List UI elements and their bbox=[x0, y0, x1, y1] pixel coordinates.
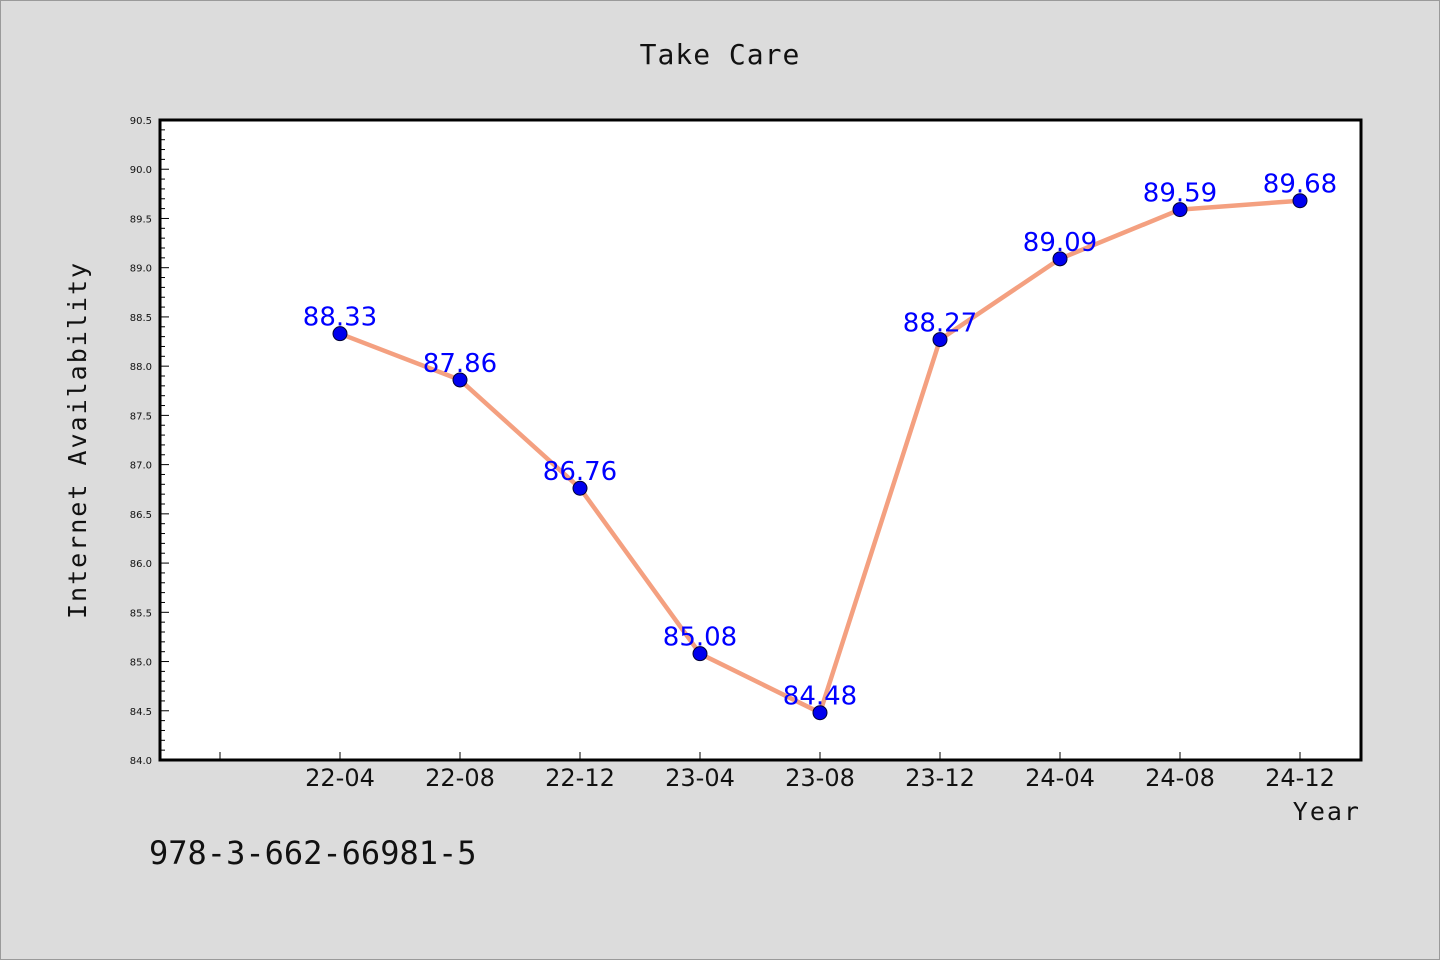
data-point bbox=[332, 326, 348, 342]
y-tick-label: 86.5 bbox=[130, 510, 152, 521]
data-point bbox=[692, 646, 708, 662]
x-tick-label: 24-12 bbox=[1265, 764, 1335, 792]
x-tick-label: 24-04 bbox=[1025, 764, 1095, 792]
x-tick-label: 22-08 bbox=[425, 764, 495, 792]
data-point bbox=[1292, 193, 1308, 209]
data-label: 86.76 bbox=[543, 457, 617, 487]
chart-title: Take Care bbox=[640, 38, 801, 71]
data-point bbox=[932, 332, 948, 348]
y-tick-label: 90.0 bbox=[130, 165, 152, 176]
y-axis-tick-labels: 84.0 84.5 85.0 85.5 86.0 86.5 87.0 87.5 88.0 88.5… bbox=[130, 116, 152, 767]
data-label: 89.09 bbox=[1023, 228, 1097, 258]
x-tick-label: 22-04 bbox=[305, 764, 375, 792]
data-point bbox=[1052, 251, 1068, 267]
y-tick-label: 90.5 bbox=[130, 116, 152, 127]
x-tick-label: 22-12 bbox=[545, 764, 615, 792]
x-axis-tick-labels: 22-04 22-08 22-12 23-04 23-08 23-12 24-04 24-08… bbox=[305, 764, 1335, 792]
data-point bbox=[572, 480, 588, 496]
x-axis-label: Year bbox=[1293, 797, 1361, 826]
data-point bbox=[1172, 202, 1188, 218]
data-label: 88.33 bbox=[303, 303, 377, 333]
data-label: 85.08 bbox=[663, 623, 737, 653]
y-tick-label: 87.0 bbox=[130, 461, 152, 472]
y-axis-label: Internet Availability bbox=[63, 261, 92, 619]
y-tick-label: 89.0 bbox=[130, 264, 152, 275]
x-tick-label: 23-04 bbox=[665, 764, 735, 792]
data-label: 87.86 bbox=[423, 349, 497, 379]
y-tick-label: 89.5 bbox=[130, 214, 152, 225]
x-axis bbox=[219, 752, 1301, 760]
data-label: 89.68 bbox=[1263, 170, 1337, 200]
y-tick-label: 85.0 bbox=[130, 658, 152, 669]
y-tick-label: 87.5 bbox=[130, 411, 152, 422]
data-label: 89.59 bbox=[1143, 179, 1217, 209]
footnote-isbn: 978-3-662-66981-5 bbox=[149, 834, 477, 872]
data-point bbox=[812, 705, 828, 721]
data-label: 84.48 bbox=[783, 682, 857, 712]
data-point bbox=[452, 372, 468, 388]
y-tick-label: 85.5 bbox=[130, 608, 152, 619]
y-tick-label: 88.0 bbox=[130, 362, 152, 373]
x-tick-label: 23-08 bbox=[785, 764, 855, 792]
y-tick-label: 88.5 bbox=[130, 313, 152, 324]
y-tick-label: 84.0 bbox=[130, 756, 152, 767]
y-axis bbox=[160, 119, 169, 761]
x-tick-label: 23-12 bbox=[905, 764, 975, 792]
series-availability: 88.33 87.86 86.76 85.08 84.48 88.27 89.09 89.59… bbox=[303, 170, 1337, 721]
plot-area bbox=[158, 118, 1363, 762]
y-tick-label: 86.0 bbox=[130, 559, 152, 570]
x-tick-label: 24-08 bbox=[1145, 764, 1215, 792]
data-label: 88.27 bbox=[903, 309, 977, 339]
y-tick-label: 84.5 bbox=[130, 707, 152, 718]
